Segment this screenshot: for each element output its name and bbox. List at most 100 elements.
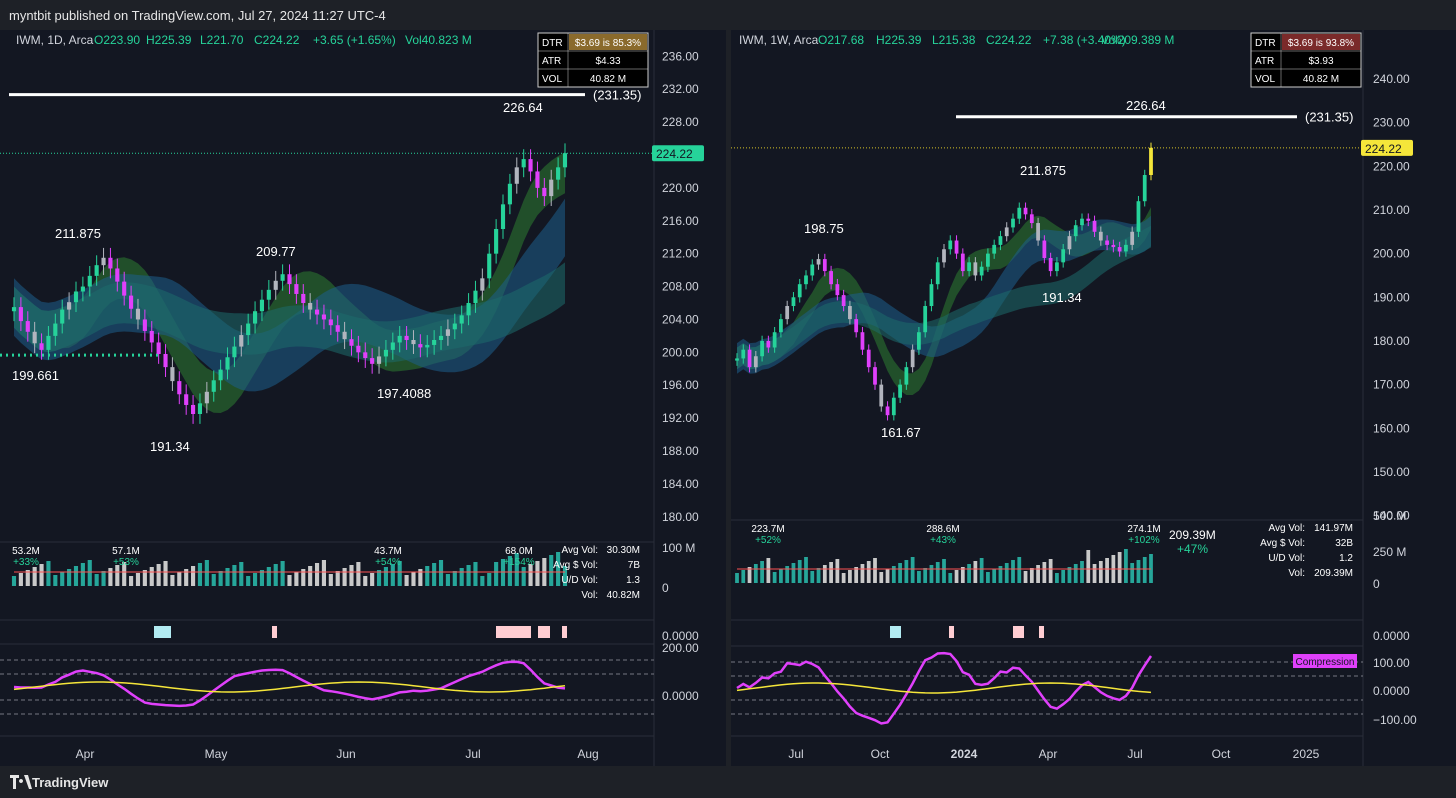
symbol-close: C224.22 xyxy=(254,33,300,47)
candle-body xyxy=(266,289,271,300)
weekly-chart-panel[interactable]: 240.00 230.00 220.00 210.00 200.00 190.00 180.… xyxy=(731,30,1456,766)
y-tick-label: 184.00 xyxy=(662,477,699,491)
candle-body xyxy=(218,369,223,381)
volume-spike-value: 288.6M xyxy=(926,524,959,535)
volume-bar xyxy=(135,573,141,586)
time-tick-label: Jul xyxy=(788,747,803,761)
volume-bar xyxy=(363,576,368,586)
volume-bar xyxy=(841,573,846,583)
volume-bar xyxy=(753,564,758,583)
candle-body xyxy=(528,159,533,172)
candle-body xyxy=(1086,218,1091,221)
volume-bar xyxy=(170,575,175,586)
candle-body xyxy=(954,240,959,254)
volume-bar xyxy=(1105,558,1109,583)
volume-current-value: 209.39M xyxy=(1169,528,1216,542)
candle-body xyxy=(383,349,388,357)
volume-bar xyxy=(204,560,209,586)
candle-body xyxy=(500,204,506,229)
candle-body xyxy=(308,303,313,310)
info-box-label: ATR xyxy=(1255,56,1274,67)
volume-bar xyxy=(1098,561,1103,583)
weekly-chart-svg[interactable]: 240.00 230.00 220.00 210.00 200.00 190.00 180.… xyxy=(731,30,1456,766)
volume-bar xyxy=(108,568,113,586)
volume-bar xyxy=(94,574,99,586)
volume-bar xyxy=(948,573,953,583)
y-tick-label: 200.00 xyxy=(1373,247,1410,261)
info-box-label: VOL xyxy=(1255,74,1275,85)
volume-bar xyxy=(848,570,852,583)
volume-bar xyxy=(1004,563,1009,583)
volume-bar xyxy=(404,575,409,586)
candle-body xyxy=(535,171,540,188)
y-tick-label: 140.00 xyxy=(1373,509,1410,523)
volume-bar xyxy=(879,572,884,583)
volume-bar xyxy=(1086,550,1091,583)
volume-bar xyxy=(232,565,237,586)
signal-marker xyxy=(538,626,550,638)
dtr-value-bg xyxy=(1282,34,1360,50)
volume-bar xyxy=(535,561,540,586)
price-annotation: 211.875 xyxy=(55,226,101,241)
candle-body xyxy=(246,323,251,336)
candle-body xyxy=(390,342,395,350)
volume-bar xyxy=(80,563,85,586)
candle-body xyxy=(404,335,409,340)
candle-body xyxy=(1124,244,1128,252)
volume-stat-label: Vol: xyxy=(581,590,598,601)
volume-spike-pct: +54% xyxy=(375,557,401,568)
volume-spike-pct: +52% xyxy=(755,535,781,546)
candle-body xyxy=(942,249,946,263)
candle-body xyxy=(1042,240,1047,258)
volume-bar xyxy=(390,564,395,586)
price-annotation: 199.661 xyxy=(12,368,59,383)
candle-body xyxy=(115,268,120,282)
y-tick-label: 170.00 xyxy=(1373,378,1410,392)
candle-body xyxy=(80,286,85,292)
signal-marker xyxy=(1013,626,1024,638)
candle-body xyxy=(487,253,492,279)
volume-bar xyxy=(1080,561,1084,583)
symbol-open: O223.90 xyxy=(94,33,140,47)
candle-body xyxy=(1055,262,1059,272)
volume-stat-label: Vol: xyxy=(1288,568,1305,579)
candle-body xyxy=(273,280,278,290)
resistance-label: (231.35) xyxy=(593,88,641,103)
candle-body xyxy=(259,299,265,312)
volume-bar xyxy=(73,566,79,586)
candle-body xyxy=(122,281,127,296)
volume-bar xyxy=(954,570,959,583)
candle-body xyxy=(370,358,375,364)
signal-marker xyxy=(272,626,277,638)
oscillator-axis-label: 200.00 xyxy=(662,641,699,655)
daily-chart-panel[interactable]: 236.00232.00228.00224.00220.00216.00212.… xyxy=(0,30,726,766)
volume-bar xyxy=(266,567,271,586)
candle-body xyxy=(910,349,915,368)
volume-bar xyxy=(252,573,258,586)
candle-body xyxy=(785,306,790,320)
volume-bar xyxy=(1023,571,1028,583)
volume-bar xyxy=(149,567,154,586)
volume-bar xyxy=(142,570,147,586)
volume-bar xyxy=(370,573,375,586)
volume-bar xyxy=(308,566,313,586)
volume-stat-label: Avg $ Vol: xyxy=(1260,538,1305,549)
volume-bar xyxy=(1092,564,1097,583)
daily-chart-svg[interactable]: 236.00232.00228.00224.00220.00216.00212.… xyxy=(0,30,726,766)
volume-bar xyxy=(866,561,871,583)
candle-body xyxy=(39,343,44,350)
volume-bar xyxy=(349,565,354,586)
time-tick-label: Oct xyxy=(871,747,890,761)
candle-body xyxy=(328,319,333,326)
volume-spike-pct: +43% xyxy=(930,535,956,546)
candle-body xyxy=(1061,249,1066,263)
volume-bar xyxy=(473,562,478,586)
candle-body xyxy=(73,291,79,303)
candle-body xyxy=(735,358,739,361)
volume-bar xyxy=(383,567,388,586)
volume-bar xyxy=(32,567,37,586)
volume-stat-label: U/D Vol: xyxy=(561,575,598,586)
info-box-value: 40.82 M xyxy=(590,74,626,85)
volume-bar xyxy=(822,565,827,583)
volume-bar xyxy=(917,571,921,583)
